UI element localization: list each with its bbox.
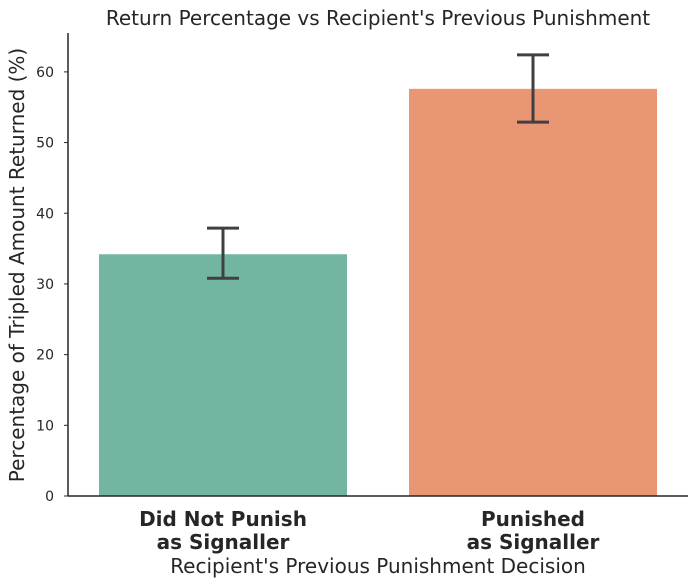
y-tick-label-3: 30 — [36, 277, 54, 293]
y-axis-label: Percentage of Tripled Amount Returned (%… — [5, 48, 29, 482]
y-ticks-group: 0 10 20 30 40 50 60 — [36, 65, 68, 505]
x-axis-label: Recipient's Previous Punishment Decision — [170, 554, 586, 578]
y-tick-label-2: 20 — [36, 348, 54, 364]
bar-1 — [409, 88, 657, 497]
error-bars-group — [207, 53, 549, 280]
y-tick-label-5: 50 — [36, 136, 54, 152]
bar-0 — [99, 254, 347, 496]
chart-title: Return Percentage vs Recipient's Previou… — [106, 6, 650, 30]
x-category-label-0: Did Not Punish as Signaller — [139, 507, 307, 554]
x-category-label-1: Punished as Signaller — [467, 507, 600, 554]
y-tick-label-4: 40 — [36, 206, 54, 222]
y-tick-label-1: 10 — [36, 418, 54, 434]
bars-group — [99, 88, 657, 497]
y-tick-label-0: 0 — [45, 489, 54, 505]
y-tick-label-6: 60 — [36, 65, 54, 81]
x-categories-group: Did Not Punish as Signaller Punished as Sig… — [139, 507, 599, 554]
